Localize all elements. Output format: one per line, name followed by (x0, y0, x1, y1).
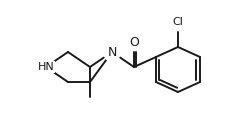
Text: HN: HN (38, 62, 54, 72)
Text: N: N (107, 46, 116, 59)
Text: Cl: Cl (172, 17, 183, 27)
Text: O: O (128, 36, 138, 49)
